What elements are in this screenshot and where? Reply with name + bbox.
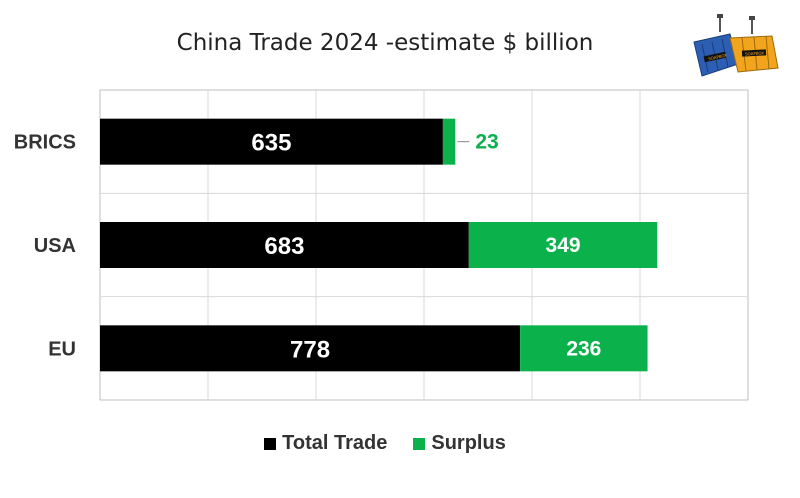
legend: Total Trade Surplus bbox=[0, 432, 770, 455]
value-label-total-trade: 778 bbox=[290, 336, 330, 363]
value-label-total-trade: 683 bbox=[264, 233, 304, 260]
value-label-surplus: 23 bbox=[475, 131, 498, 154]
bar-surplus bbox=[442, 118, 456, 165]
logo-text: SOAPBOX bbox=[745, 50, 765, 56]
value-label-total-trade: 635 bbox=[251, 130, 291, 157]
labels: BRICS 635 23 USA 683 349 EU 778 236 bbox=[14, 130, 602, 364]
legend-swatch-surplus bbox=[413, 437, 426, 450]
shipping-containers-logo: SOAPBOX SOAPBOX bbox=[693, 14, 779, 77]
legend-item-surplus: Surplus bbox=[413, 432, 506, 455]
legend-swatch-total-trade bbox=[264, 437, 277, 450]
category-label: USA bbox=[34, 235, 76, 257]
category-label: EU bbox=[48, 338, 76, 360]
value-label-surplus: 349 bbox=[546, 234, 581, 257]
logo-text: SOAPBOX bbox=[708, 52, 728, 61]
category-label: BRICS bbox=[14, 132, 76, 154]
legend-label-surplus: Surplus bbox=[431, 432, 506, 454]
bar-total-trade bbox=[100, 325, 521, 372]
bar-total-trade bbox=[100, 118, 443, 165]
bar-surplus bbox=[520, 325, 648, 372]
bar-surplus bbox=[468, 222, 658, 268]
value-label-surplus: 236 bbox=[566, 337, 601, 360]
bars bbox=[100, 118, 658, 372]
bar-total-trade bbox=[100, 222, 469, 268]
legend-label-total-trade: Total Trade bbox=[282, 432, 388, 454]
legend-item-total-trade: Total Trade bbox=[264, 432, 387, 455]
chart-title: China Trade 2024 -estimate $ billion bbox=[176, 30, 594, 56]
